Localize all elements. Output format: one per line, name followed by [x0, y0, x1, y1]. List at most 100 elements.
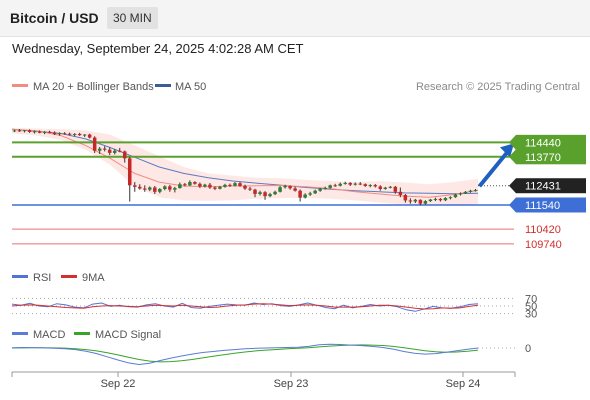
candle-body	[22, 130, 27, 132]
candle-body	[283, 185, 287, 188]
macd-zero-label: 0	[525, 343, 531, 355]
current-price-label-bg	[516, 178, 586, 194]
instrument-title: Bitcoin / USD	[10, 10, 99, 26]
candle-body	[223, 184, 227, 187]
candle-body	[348, 182, 352, 185]
research-credit: Research © 2025 Trading Central	[416, 81, 580, 93]
candle-body	[313, 190, 317, 194]
ma50-legend-label: MA 50	[175, 81, 206, 93]
candle-body	[183, 184, 187, 186]
rsi-ma-legend-label: 9MA	[82, 272, 105, 284]
candle-body	[428, 199, 433, 202]
candle-body	[328, 185, 332, 188]
candle-body	[318, 188, 322, 191]
candle-body	[203, 184, 207, 187]
candle-body	[383, 187, 388, 189]
macd-signal-legend-swatch	[74, 332, 90, 335]
resistance-1-label: 114440	[525, 137, 561, 149]
candle-body	[413, 199, 418, 202]
candle-body	[353, 183, 357, 185]
candle-body	[443, 198, 448, 201]
candle-body	[323, 187, 327, 189]
candle-body	[288, 185, 292, 189]
current-price-label-pointer	[509, 178, 516, 194]
candle-body	[32, 131, 37, 133]
candle-body	[52, 132, 57, 135]
candle-body	[153, 187, 157, 192]
macd-legend: MACD MACD Signal	[12, 329, 161, 341]
candle-body	[163, 186, 167, 189]
candle-body	[368, 185, 373, 187]
macd-legend-swatch	[12, 332, 28, 335]
candle-body	[122, 151, 127, 159]
current-price-label: 112431	[525, 181, 561, 193]
resistance-2-label-pointer	[509, 149, 516, 165]
candle-body	[298, 190, 302, 198]
candle-body	[248, 188, 252, 190]
candle-body	[228, 184, 232, 186]
price-legend: MA 20 + Bollinger Bands MA 50 Research ©…	[12, 81, 580, 93]
candle-body	[358, 183, 363, 185]
rsi-legend-label: RSI	[33, 272, 51, 284]
x-tick-label: Sep 22	[101, 378, 136, 390]
resistance-1-label-pointer	[509, 134, 516, 150]
candle-body	[87, 134, 92, 138]
candle-body	[102, 148, 107, 150]
macd-signal-legend-label: MACD Signal	[95, 329, 161, 341]
candle-body	[233, 183, 237, 186]
candle-body	[468, 190, 473, 192]
candle-body	[363, 184, 368, 186]
candle-body	[67, 133, 72, 135]
candle-body	[238, 183, 242, 186]
macd-legend-label: MACD	[33, 329, 65, 341]
price-panel: 114440 113770 112431 111540 110420 109740	[11, 128, 586, 251]
rsi-level-label: 30	[525, 309, 537, 321]
candle-body	[148, 187, 152, 190]
x-tick-label: Sep 24	[446, 378, 481, 390]
candle-body	[188, 182, 192, 186]
candle-body	[293, 188, 297, 191]
candle-body	[82, 134, 87, 136]
candle-body	[47, 131, 52, 133]
macd-line	[11, 343, 479, 366]
candle-body	[133, 185, 137, 187]
candle-body	[127, 158, 132, 186]
candle-body	[268, 194, 272, 197]
candle-body	[343, 182, 347, 184]
support-1-label: 110420	[525, 224, 561, 236]
rsi-legend: RSI 9MA	[12, 272, 105, 284]
candle-body	[208, 184, 212, 188]
candle-body	[263, 192, 267, 197]
rsi-legend-swatch	[12, 275, 28, 278]
ma20-legend-label: MA 20 + Bollinger Bands	[33, 81, 154, 93]
candle-body	[338, 183, 342, 186]
candle-body	[27, 130, 32, 132]
candle-body	[107, 149, 112, 153]
candle-body	[333, 185, 337, 187]
timeframe-badge[interactable]: 30 MIN	[107, 7, 158, 29]
candle-body	[17, 130, 22, 132]
candle-body	[57, 133, 62, 135]
candle-body	[213, 187, 217, 189]
candle-body	[158, 188, 162, 192]
candle-body	[378, 186, 383, 189]
candle-body	[388, 186, 393, 188]
rsi-ma-legend-swatch	[61, 275, 77, 278]
x-axis: Sep 22 Sep 23 Sep 24	[11, 371, 516, 390]
candle-body	[112, 150, 117, 153]
resistance-1-label-bg	[516, 134, 586, 150]
ma20-legend-swatch	[12, 84, 28, 87]
candle-body	[168, 186, 172, 190]
candle-body	[258, 192, 262, 194]
candle-body	[398, 191, 403, 196]
candle-body	[62, 133, 67, 135]
trend-arrow-head	[500, 143, 514, 158]
candle-body	[473, 190, 478, 192]
rsi-level-label: 70	[525, 293, 537, 305]
candle-body	[458, 193, 463, 195]
trend-arrow-shaft	[477, 150, 510, 188]
support-2-label: 109740	[525, 239, 562, 251]
candle-body	[278, 187, 282, 192]
